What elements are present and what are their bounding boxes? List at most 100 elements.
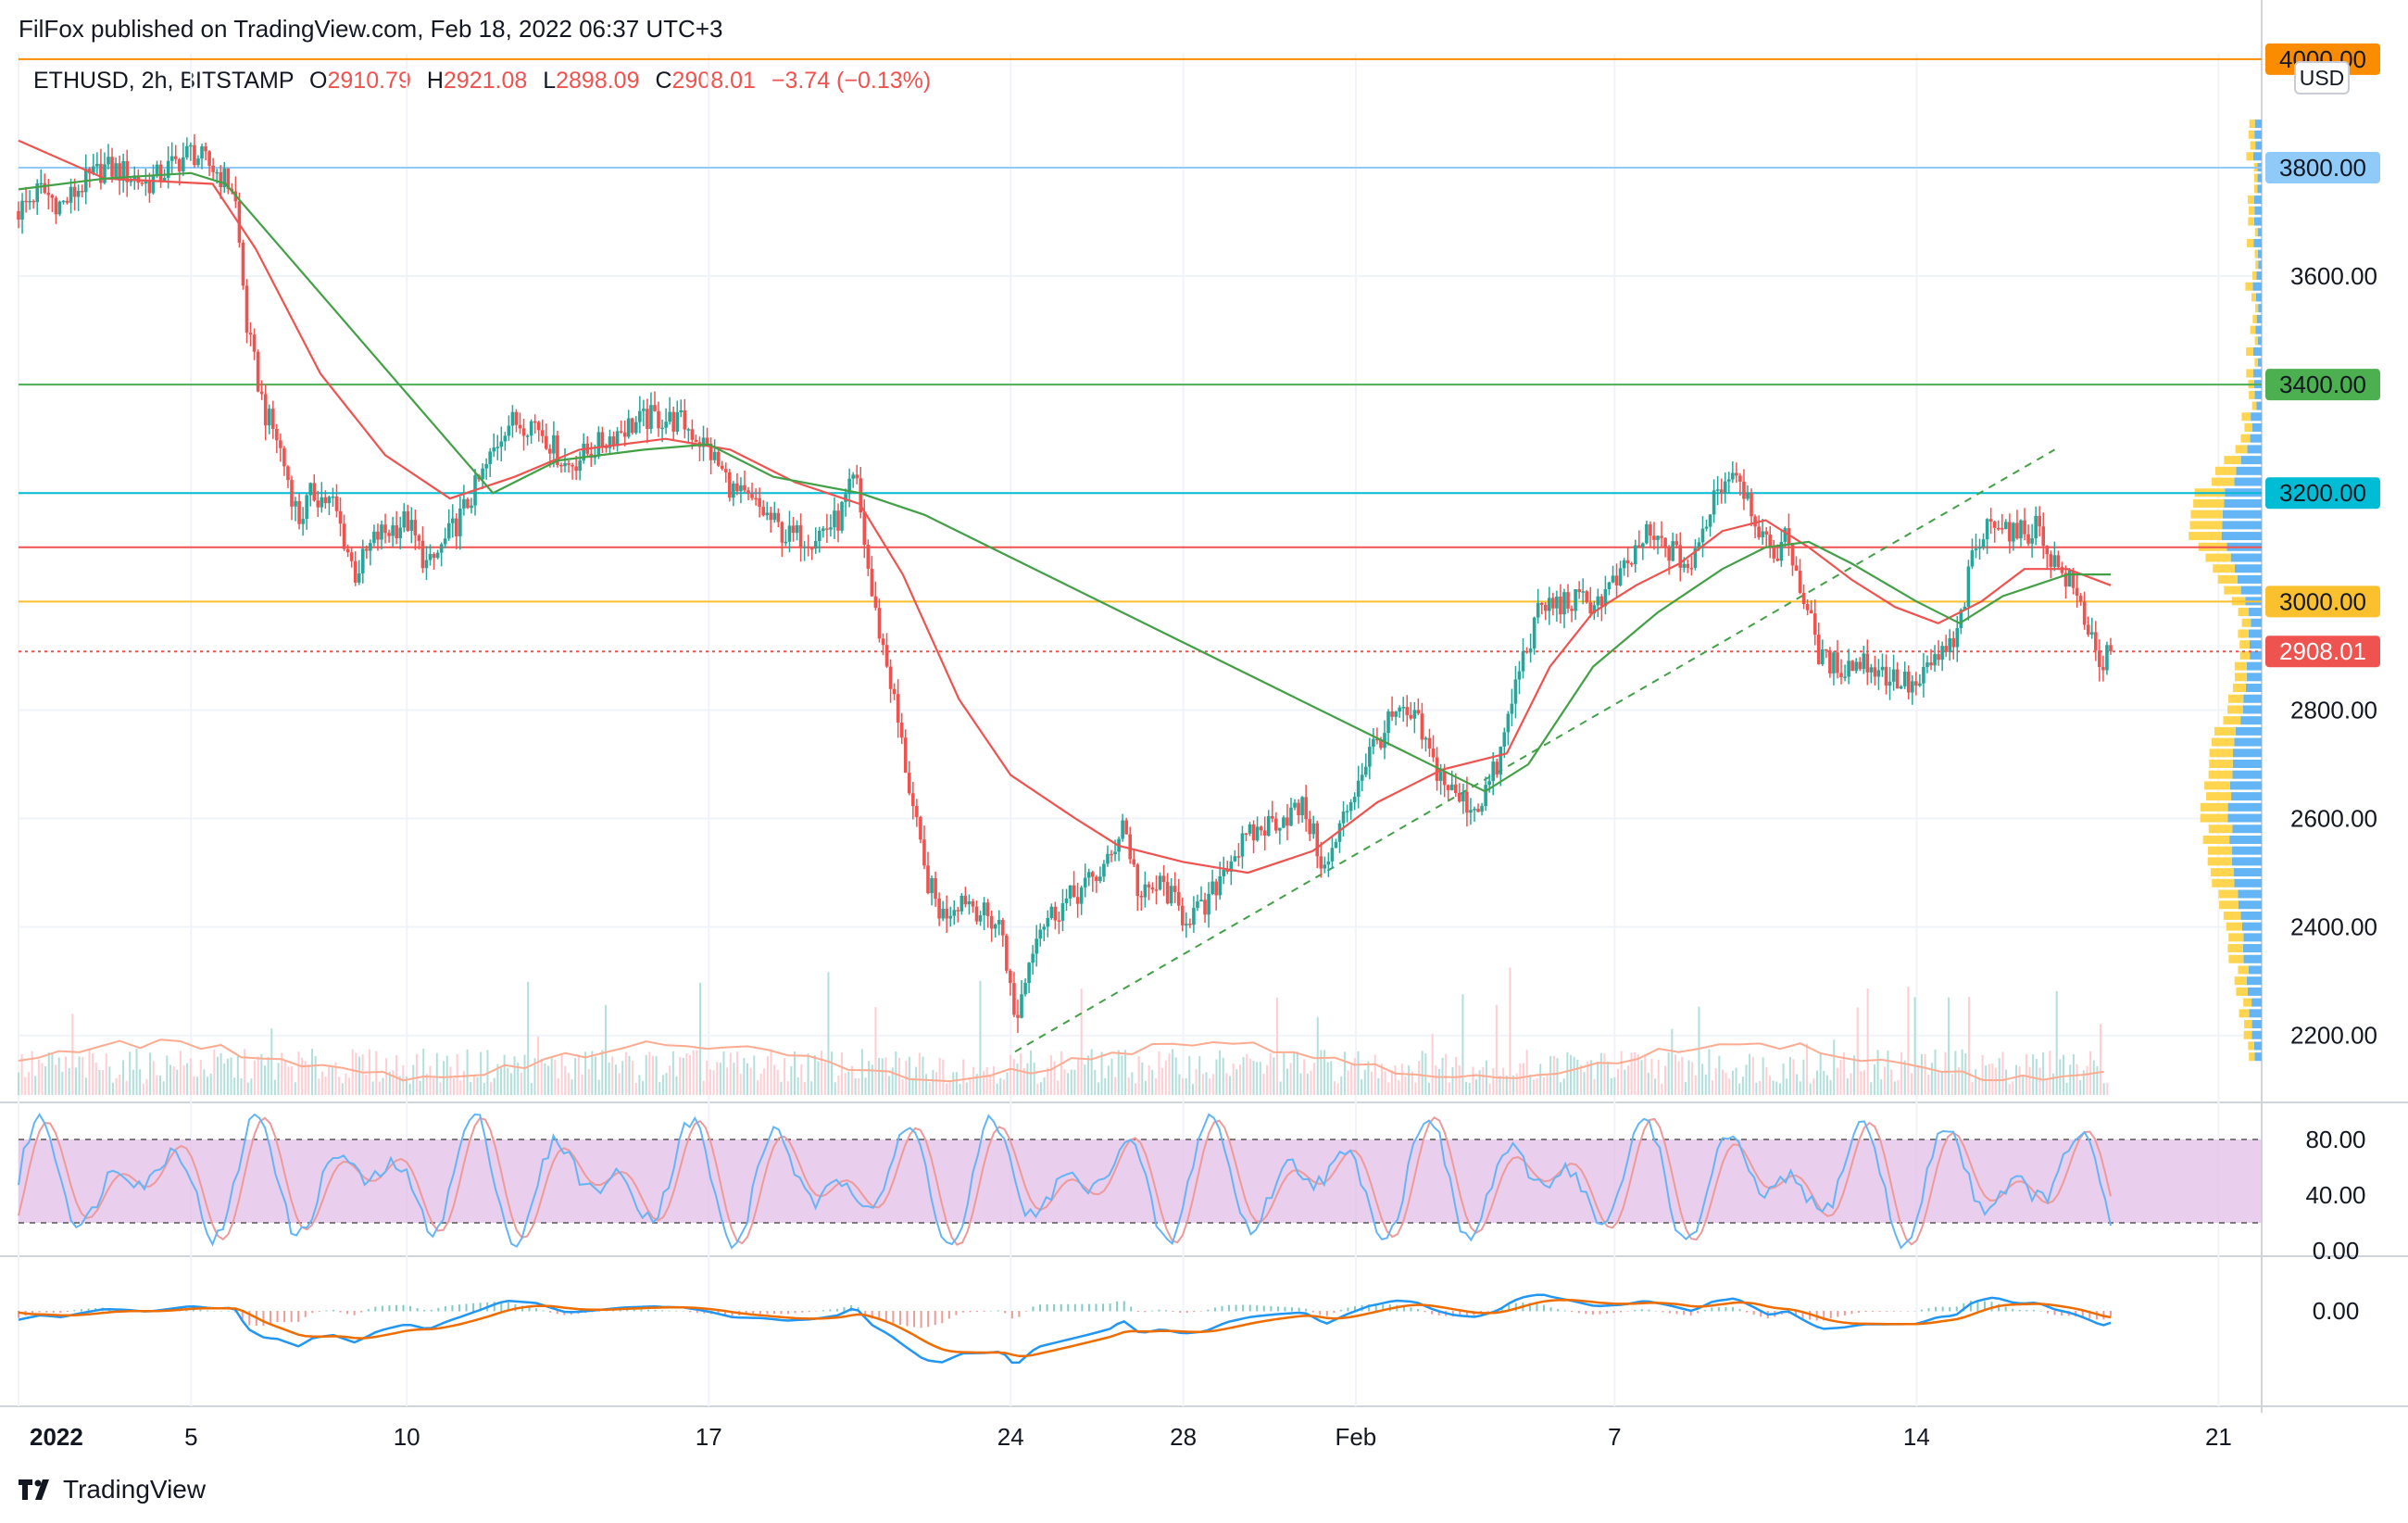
volume-bar xyxy=(307,1064,310,1095)
volume-profile-sell-bar xyxy=(2212,737,2235,747)
candle-body xyxy=(226,168,231,189)
volume-bar xyxy=(634,1082,637,1095)
candle-body xyxy=(2019,520,2023,539)
volume-bar xyxy=(601,1050,604,1095)
volume-profile-sell-bar xyxy=(2202,835,2230,844)
macd-histogram-bar xyxy=(1122,1301,1125,1312)
volume-bar xyxy=(1431,1033,1434,1095)
high-label: H xyxy=(426,68,444,94)
candle-body xyxy=(2000,528,2004,530)
volume-bar xyxy=(1485,1060,1487,1095)
volume-bar xyxy=(1714,1068,1717,1095)
volume-bar xyxy=(388,1071,391,1095)
candle-body xyxy=(1985,519,1989,540)
volume-bar xyxy=(1691,1062,1694,1095)
volume-bar xyxy=(897,1057,900,1095)
volume-bar xyxy=(1161,1067,1164,1095)
macd-histogram-bar xyxy=(1067,1303,1070,1312)
volume-bar xyxy=(1529,1074,1532,1095)
volume-profile-sell-bar xyxy=(2239,1009,2250,1018)
volume-bar xyxy=(345,1073,347,1095)
macd-histogram-bar xyxy=(871,1311,873,1319)
candle-body xyxy=(660,427,664,430)
candle-body xyxy=(297,500,301,524)
candle-body xyxy=(1121,820,1124,839)
volume-bar xyxy=(456,1053,458,1095)
candle-body xyxy=(1742,481,1746,499)
candle-body xyxy=(275,429,279,441)
volume-bar xyxy=(1333,1081,1336,1095)
candle-body xyxy=(2012,522,2015,542)
macd-histogram-bar xyxy=(1039,1304,1042,1312)
candle-body xyxy=(776,512,781,522)
volume-bar xyxy=(1185,1078,1187,1095)
volume-bar xyxy=(1057,1080,1060,1095)
volume-bar xyxy=(2055,990,2058,1095)
candle-body xyxy=(1214,881,1218,896)
volume-bar xyxy=(651,1055,654,1095)
volume-bar xyxy=(1552,1055,1555,1095)
macd-histogram-bar xyxy=(1557,1309,1560,1312)
volume-bar xyxy=(125,1080,128,1095)
candle-body xyxy=(1517,671,1522,680)
macd-histogram-bar xyxy=(472,1303,475,1312)
volume-bar xyxy=(1778,1083,1781,1095)
candle-body xyxy=(1794,565,1799,572)
volume-profile-buy-bar xyxy=(2224,498,2262,508)
candle-body xyxy=(1738,475,1742,482)
macd-histogram-bar xyxy=(297,1311,300,1322)
candle-body xyxy=(1158,875,1162,890)
volume-bar xyxy=(156,1075,158,1095)
volume-profile-buy-bar xyxy=(2233,749,2262,758)
volume-profile-buy-bar xyxy=(2240,911,2262,920)
candle-body xyxy=(286,466,290,481)
candle-body xyxy=(746,490,750,494)
volume-profile-sell-bar xyxy=(2232,684,2246,693)
volume-bar xyxy=(1607,1061,1610,1095)
candle-body xyxy=(836,510,840,531)
candle-body xyxy=(952,910,957,916)
volume-profile-buy-bar xyxy=(2232,824,2262,834)
volume-bars xyxy=(18,967,2109,1095)
candle-body xyxy=(1352,797,1357,802)
candle-body xyxy=(877,608,882,639)
candle-body xyxy=(1944,646,1948,653)
symbol-label[interactable]: ETHUSD, 2h, BITSTAMP xyxy=(33,68,295,94)
candle-body xyxy=(1577,589,1581,593)
candle-body xyxy=(525,435,530,437)
volume-bar xyxy=(618,1073,621,1095)
volume-bar xyxy=(1465,1081,1468,1095)
volume-profile-sell-bar xyxy=(2218,889,2239,899)
candle-body xyxy=(956,910,960,912)
candle-body xyxy=(380,524,383,540)
macd-histogram-bar xyxy=(227,1310,230,1312)
volume-bar xyxy=(554,1059,557,1095)
candle-body xyxy=(1873,667,1877,677)
volume-profile-buy-bar xyxy=(2256,271,2262,281)
level-3400-badge xyxy=(2265,369,2380,401)
volume-bar xyxy=(1026,1063,1029,1095)
candle-body xyxy=(1951,637,1956,648)
candle-body xyxy=(1341,812,1346,824)
macd-histogram-bar xyxy=(1528,1303,1531,1312)
macd-histogram-bar xyxy=(1801,1311,1804,1318)
volume-bar xyxy=(860,1049,863,1095)
candle-body xyxy=(1850,661,1854,672)
candle-body xyxy=(1083,877,1087,887)
candle-body xyxy=(982,902,986,916)
volume-profile-buy-bar xyxy=(2232,846,2262,855)
candle-body xyxy=(870,568,874,597)
candle-body xyxy=(2030,538,2034,544)
volume-bar xyxy=(1934,1049,1937,1095)
volume-bar xyxy=(2005,1069,2008,1095)
candle-body xyxy=(1023,983,1027,995)
candle-body xyxy=(997,920,1001,925)
candle-body xyxy=(1035,938,1038,954)
volume-bar xyxy=(415,1053,418,1095)
macd-histogram-bar xyxy=(1697,1311,1699,1314)
candle-body xyxy=(320,497,324,508)
volume-bar xyxy=(1570,1054,1573,1095)
currency-button[interactable]: USD xyxy=(2294,61,2350,94)
volume-profile-sell-bar xyxy=(2243,998,2252,1007)
